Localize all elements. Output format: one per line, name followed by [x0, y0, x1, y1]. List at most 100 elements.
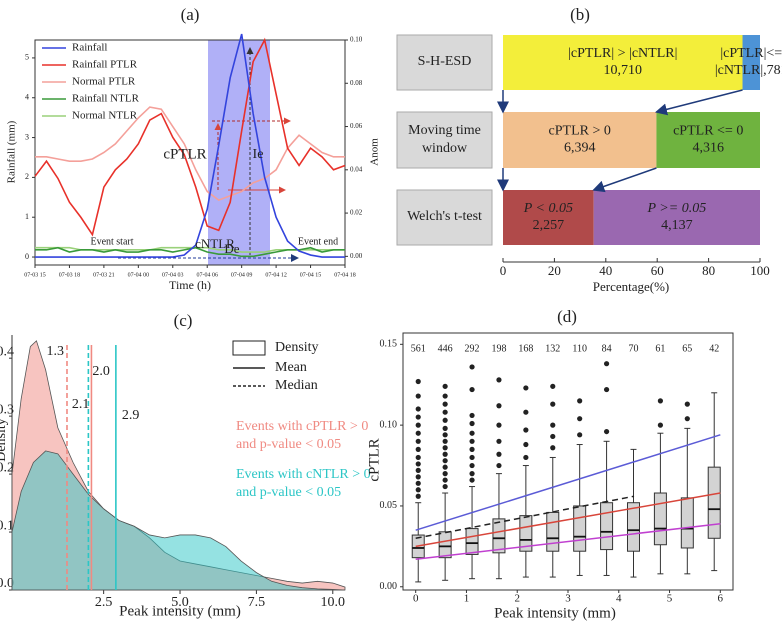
y2-tick-label: 0.00 [350, 252, 363, 260]
outlier [469, 364, 475, 370]
y2-tick-label: 0.10 [350, 36, 363, 44]
outlier [415, 406, 421, 412]
x-tick-label: 07-04 00 [128, 272, 150, 278]
box [546, 511, 560, 552]
outlier [496, 438, 502, 444]
box [600, 502, 614, 551]
segment-label: |cPTLR|<= [720, 46, 782, 61]
x-tick-label: 07-04 09 [231, 272, 253, 278]
outlier [603, 428, 610, 435]
legend-label-box: Events with cPTLR > 0 and p-value < 0.05 [236, 419, 369, 453]
series-line [35, 246, 345, 258]
segment-label: P < 0.05 [523, 201, 573, 216]
outlier [442, 383, 448, 389]
x-tick-label: 07-04 06 [196, 272, 218, 278]
mean-label: 2.1 [72, 397, 90, 412]
legend-label: Density [275, 340, 319, 355]
outlier [469, 412, 475, 419]
median-label: 2.0 [92, 364, 110, 379]
x-tick-label: 1 [464, 593, 470, 605]
outlier [577, 416, 583, 422]
x-tick-label: 07-04 12 [265, 272, 287, 278]
x-tick-label: 6 [718, 593, 724, 605]
count-label: 198 [491, 343, 506, 354]
segment-label: 4,316 [692, 141, 724, 156]
panel-title: (d) [557, 307, 577, 326]
outlier [603, 361, 610, 367]
count-label: 61 [655, 343, 665, 354]
outlier [684, 401, 690, 407]
y-tick-label: 0.10 [380, 419, 398, 430]
outlier [577, 398, 583, 404]
outlier [442, 393, 448, 399]
y2-tick-label: 0.02 [350, 209, 363, 217]
y-axis-label: Density [0, 418, 9, 462]
y-tick-label: 0 [25, 252, 29, 261]
count-label: 42 [709, 343, 719, 354]
outlier [415, 493, 421, 499]
x-tick-label: 7.5 [248, 595, 266, 610]
box [519, 515, 533, 552]
bar-segment [742, 35, 760, 90]
x-tick-label: 100 [750, 263, 770, 278]
y2-tick-label: 0.06 [350, 122, 363, 130]
outlier [469, 446, 475, 452]
outlier [415, 467, 421, 473]
density-area [11, 450, 346, 591]
x-tick-label: 80 [702, 263, 715, 278]
x-tick-label: 40 [599, 263, 612, 278]
mean-label: 2.9 [122, 408, 139, 423]
count-label: 65 [682, 343, 692, 354]
outlier [442, 409, 448, 415]
outlier [442, 477, 448, 483]
count-label: 446 [438, 343, 453, 354]
outlier [442, 425, 448, 431]
outlier [469, 454, 475, 461]
median-label: 1.3 [46, 344, 64, 359]
outlier [657, 422, 664, 428]
bar-segment [503, 190, 594, 245]
outlier [415, 393, 421, 399]
bar-segment [593, 190, 760, 245]
row-label-box: S-H-ESD [418, 54, 472, 69]
segment-label: cPTLR <= 0 [673, 124, 743, 139]
outlier [577, 432, 583, 438]
count-label: 168 [518, 343, 533, 354]
legend-label: Normal NTLR [72, 110, 138, 122]
x-tick-label: 5 [667, 593, 673, 605]
x-tick-label: 5.0 [171, 595, 189, 610]
outlier [442, 458, 448, 464]
annotation: Event start [90, 236, 133, 247]
series-line [34, 37, 346, 237]
outlier [496, 377, 502, 383]
outlier [469, 462, 475, 469]
plot-frame [402, 332, 734, 591]
outlier [469, 438, 475, 444]
x-tick-label: 0 [500, 263, 507, 278]
legend-label: Rainfall PTLR [72, 59, 138, 71]
y2-axis-label: Anom [369, 138, 381, 166]
flow-arrow [654, 89, 743, 116]
count-label: 84 [602, 343, 612, 354]
panel-title: (a) [181, 5, 200, 24]
segment-label: P >= 0.05 [647, 201, 707, 216]
outlier [523, 441, 529, 448]
outlier [415, 454, 421, 461]
x-tick-label: 4 [616, 593, 622, 605]
x-tick-label: 0 [413, 593, 419, 605]
legend-label: Events with cPTLR > 0 and p-value < 0.05 [236, 419, 369, 453]
row-label-box: Welch's t-test [407, 209, 482, 224]
y-tick-label: 2 [25, 172, 29, 181]
row-label-box [396, 34, 493, 91]
outlier [684, 416, 690, 422]
x-axis-label: Peak intensity (mm) [494, 605, 616, 621]
count-label: 132 [545, 343, 560, 354]
panel-title: (b) [570, 5, 590, 24]
series-line [35, 33, 345, 258]
outlier [442, 445, 448, 451]
segment-label: 10,710 [604, 63, 643, 78]
y-tick-label: 0.05 [380, 500, 398, 511]
y-tick-label: 3 [25, 132, 29, 141]
outlier [442, 432, 448, 438]
